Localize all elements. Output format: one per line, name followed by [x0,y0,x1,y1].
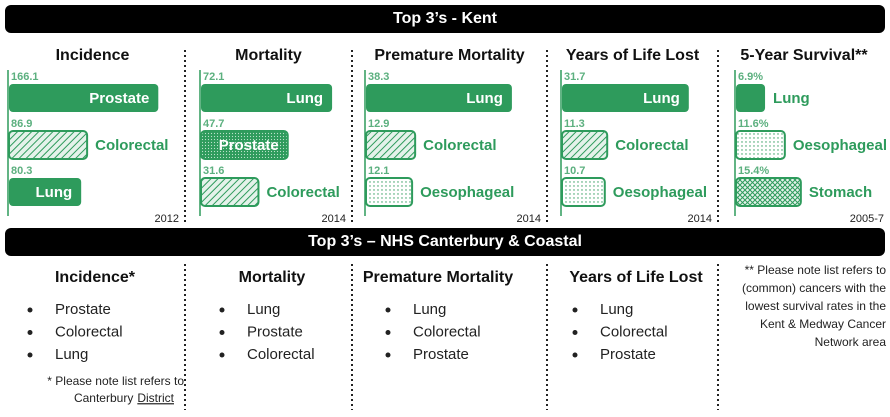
bullet [572,307,578,313]
bullet [27,307,33,313]
bar [366,84,512,112]
chart-title: Mortality [235,47,302,64]
header: Top 3’s – NHS Canterbury & Coastal [308,233,582,250]
list-item: Prostate [413,346,469,363]
list-item: Prostate [247,323,303,340]
value-label: 47.7 [203,118,224,130]
category-label: Prostate [89,90,149,107]
category-label: Colorectal [95,137,168,154]
bar [735,177,802,207]
category-label: Prostate [219,137,279,154]
survival-note: (common) cancers with the [742,281,886,295]
category-label: Colorectal [615,137,688,154]
list-item: Lung [55,346,88,363]
value-label: 166.1 [11,71,39,83]
category-label: Colorectal [266,184,339,201]
bar [200,177,260,207]
value-label: 31.6 [203,165,224,177]
bar [9,84,159,112]
value-label: 80.3 [11,165,32,177]
survival-note: Network area [815,335,887,349]
list-item: Colorectal [55,323,123,340]
list-item: Colorectal [413,323,481,340]
bar [201,84,333,112]
list-item: Colorectal [600,323,668,340]
list-title: Mortality [239,269,306,286]
bar [200,130,289,160]
survival-note: ** Please note list refers to [745,263,887,277]
list-item: Colorectal [247,346,315,363]
year-note: 2005-7 [850,213,884,225]
bullet [219,307,225,313]
list-item: Prostate [55,301,111,318]
category-label: Oesophageal [420,184,514,201]
value-label: 86.9 [11,118,32,130]
bar [365,177,414,207]
value-label: 15.4% [738,165,769,177]
category-label: Oesophageal [613,184,707,201]
bar [561,130,609,160]
category-label: Lung [286,90,323,107]
bar [561,177,606,207]
list-item: Prostate [600,346,656,363]
category-label: Oesophageal [793,137,887,154]
year-note: 2012 [155,213,179,225]
year-note: 2014 [688,213,712,225]
value-label: 38.3 [368,71,389,83]
value-label: 12.1 [368,165,389,177]
chart-title: 5-Year Survival** [740,47,868,64]
header-bar [5,5,885,33]
header: Top 3’s - Kent [393,10,498,27]
category-label: Stomach [809,184,872,201]
bar [735,130,786,160]
bar [562,84,689,112]
list-item: Lung [247,301,280,318]
chart-title: Years of Life Lost [566,47,700,64]
bullet [219,352,225,358]
bullet [385,330,391,335]
category-label: Lung [36,184,73,201]
category-label: Lung [773,90,810,107]
bar [8,130,89,160]
bullet [27,330,33,335]
list-item: Lung [413,301,446,318]
year-note: 2014 [517,213,541,225]
chart-title: Premature Mortality [374,47,524,64]
value-label: 72.1 [203,71,224,83]
note-underlined: District [137,391,174,405]
bar [365,130,417,160]
bullet [572,330,578,335]
category-label: Colorectal [423,137,496,154]
value-label: 31.7 [564,71,585,83]
note-line: * Please note list refers to [47,374,184,388]
bullet [27,352,33,358]
note-line: Canterbury [74,391,133,405]
list-item: Lung [600,301,633,318]
chart-title: Incidence [56,47,130,64]
list-title: Incidence* [55,269,136,286]
year-note: 2014 [322,213,346,225]
value-label: 11.6% [738,118,769,130]
value-label: 10.7 [564,165,585,177]
value-label: 11.3 [564,118,585,130]
bullet [219,330,225,335]
header-bar [5,228,885,256]
category-label: Lung [643,90,680,107]
survival-note: lowest survival rates in the [745,299,886,313]
bar [736,84,766,112]
separators [184,50,719,410]
bar [9,178,82,206]
value-label: 12.9 [368,118,389,130]
bullet [385,307,391,313]
bullet [385,352,391,358]
bullet [572,352,578,358]
category-label: Lung [466,90,503,107]
survival-note: Kent & Medway Cancer [760,317,886,331]
list-title: Years of Life Lost [569,269,703,286]
list-title: Premature Mortality [363,269,513,286]
value-label: 6.9% [738,71,763,83]
